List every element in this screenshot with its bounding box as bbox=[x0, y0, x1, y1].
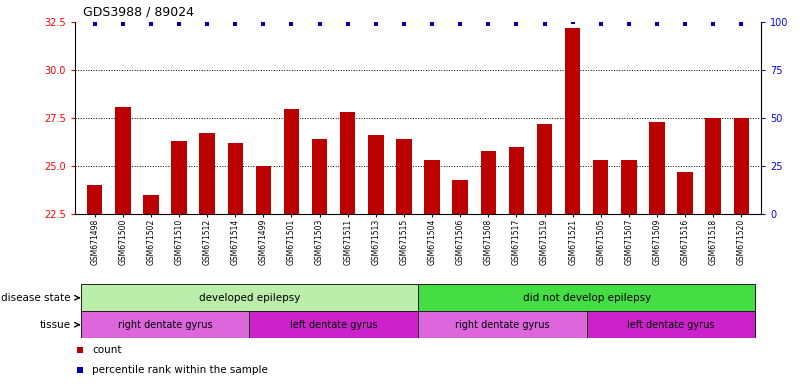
Bar bbox=[312, 139, 328, 214]
Bar bbox=[81, 311, 249, 338]
Text: disease state: disease state bbox=[2, 293, 71, 303]
Bar bbox=[621, 161, 637, 214]
Text: count: count bbox=[92, 345, 122, 355]
Bar bbox=[227, 143, 243, 214]
Bar bbox=[284, 109, 300, 214]
Bar bbox=[143, 195, 159, 214]
Bar bbox=[418, 311, 586, 338]
Text: left dentate gyrus: left dentate gyrus bbox=[290, 320, 377, 330]
Bar bbox=[453, 180, 468, 214]
Bar bbox=[249, 311, 418, 338]
Text: did not develop epilepsy: did not develop epilepsy bbox=[522, 293, 651, 303]
Bar bbox=[171, 141, 187, 214]
Bar bbox=[425, 161, 440, 214]
Bar bbox=[509, 147, 524, 214]
Bar bbox=[199, 134, 215, 214]
Bar bbox=[340, 113, 356, 214]
Bar bbox=[256, 166, 271, 214]
Bar bbox=[81, 284, 418, 311]
Text: tissue: tissue bbox=[40, 320, 71, 330]
Bar bbox=[115, 107, 131, 214]
Bar bbox=[396, 139, 412, 214]
Bar bbox=[734, 118, 749, 214]
Bar bbox=[586, 311, 755, 338]
Bar bbox=[565, 28, 581, 214]
Text: right dentate gyrus: right dentate gyrus bbox=[455, 320, 549, 330]
Text: percentile rank within the sample: percentile rank within the sample bbox=[92, 365, 268, 375]
Bar bbox=[678, 172, 693, 214]
Text: developed epilepsy: developed epilepsy bbox=[199, 293, 300, 303]
Bar bbox=[368, 136, 384, 214]
Bar bbox=[537, 124, 552, 214]
Bar bbox=[706, 118, 721, 214]
Bar bbox=[418, 284, 755, 311]
Text: left dentate gyrus: left dentate gyrus bbox=[627, 320, 714, 330]
Text: right dentate gyrus: right dentate gyrus bbox=[118, 320, 212, 330]
Bar bbox=[87, 185, 103, 214]
Bar bbox=[481, 151, 496, 214]
Text: GDS3988 / 89024: GDS3988 / 89024 bbox=[83, 5, 194, 18]
Bar bbox=[650, 122, 665, 214]
Bar bbox=[593, 161, 609, 214]
